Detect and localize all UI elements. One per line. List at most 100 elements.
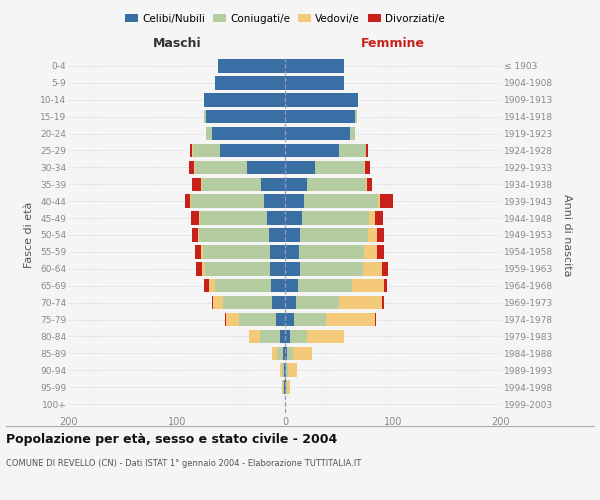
Bar bbox=[194, 160, 196, 174]
Bar bbox=[202, 178, 261, 191]
Bar bbox=[293, 346, 312, 360]
Bar bbox=[285, 178, 307, 191]
Bar bbox=[215, 76, 285, 90]
Bar bbox=[239, 313, 277, 326]
Bar bbox=[285, 228, 300, 242]
Bar bbox=[191, 194, 265, 208]
Bar bbox=[307, 178, 366, 191]
Bar bbox=[285, 262, 300, 276]
Bar bbox=[352, 279, 385, 292]
Bar bbox=[285, 245, 299, 258]
Bar bbox=[209, 279, 215, 292]
Text: Femmine: Femmine bbox=[361, 38, 425, 51]
Bar bbox=[282, 380, 283, 394]
Y-axis label: Fasce di età: Fasce di età bbox=[25, 202, 34, 268]
Bar bbox=[205, 262, 270, 276]
Text: Popolazione per età, sesso e stato civile - 2004: Popolazione per età, sesso e stato civil… bbox=[6, 432, 337, 446]
Bar bbox=[285, 127, 350, 140]
Bar bbox=[285, 330, 290, 343]
Bar bbox=[285, 110, 355, 124]
Bar bbox=[285, 313, 293, 326]
Bar bbox=[285, 346, 287, 360]
Bar bbox=[286, 380, 287, 394]
Bar bbox=[288, 364, 297, 377]
Bar bbox=[298, 279, 352, 292]
Bar bbox=[285, 364, 286, 377]
Bar bbox=[201, 178, 202, 191]
Bar bbox=[285, 76, 344, 90]
Bar bbox=[285, 160, 315, 174]
Bar bbox=[215, 279, 271, 292]
Bar bbox=[285, 194, 304, 208]
Bar bbox=[385, 279, 386, 292]
Bar bbox=[199, 228, 269, 242]
Bar bbox=[193, 144, 220, 157]
Bar bbox=[284, 380, 285, 394]
Bar bbox=[212, 127, 285, 140]
Bar bbox=[196, 262, 202, 276]
Bar bbox=[285, 212, 302, 225]
Bar bbox=[220, 144, 285, 157]
Bar bbox=[296, 296, 339, 310]
Bar bbox=[190, 194, 191, 208]
Bar bbox=[284, 364, 285, 377]
Bar bbox=[299, 245, 364, 258]
Bar bbox=[374, 212, 383, 225]
Bar bbox=[377, 228, 385, 242]
Bar bbox=[224, 313, 226, 326]
Bar bbox=[283, 380, 284, 394]
Bar bbox=[374, 313, 376, 326]
Bar bbox=[283, 346, 285, 360]
Bar bbox=[280, 330, 285, 343]
Bar bbox=[377, 245, 385, 258]
Bar bbox=[369, 212, 374, 225]
Bar bbox=[250, 330, 260, 343]
Bar bbox=[196, 160, 247, 174]
Bar bbox=[285, 296, 296, 310]
Bar bbox=[265, 194, 285, 208]
Bar bbox=[218, 59, 285, 72]
Bar bbox=[300, 228, 368, 242]
Bar bbox=[290, 330, 307, 343]
Bar bbox=[382, 296, 385, 310]
Bar bbox=[364, 245, 377, 258]
Bar bbox=[363, 262, 382, 276]
Bar bbox=[270, 262, 285, 276]
Bar bbox=[223, 296, 272, 310]
Bar bbox=[339, 144, 366, 157]
Bar bbox=[206, 110, 285, 124]
Bar bbox=[366, 178, 367, 191]
Bar bbox=[277, 346, 283, 360]
Bar bbox=[285, 59, 344, 72]
Bar bbox=[200, 212, 266, 225]
Bar bbox=[260, 330, 280, 343]
Bar bbox=[368, 228, 377, 242]
Bar bbox=[277, 313, 285, 326]
Bar bbox=[266, 212, 285, 225]
Bar bbox=[261, 178, 285, 191]
Bar bbox=[355, 110, 358, 124]
Bar bbox=[199, 212, 200, 225]
Bar bbox=[272, 346, 277, 360]
Bar bbox=[378, 194, 380, 208]
Bar bbox=[191, 212, 199, 225]
Bar bbox=[192, 178, 201, 191]
Bar bbox=[247, 160, 285, 174]
Bar bbox=[300, 262, 363, 276]
Bar bbox=[192, 228, 197, 242]
Bar bbox=[285, 380, 286, 394]
Bar bbox=[226, 313, 239, 326]
Bar bbox=[190, 144, 192, 157]
Bar bbox=[201, 245, 203, 258]
Bar bbox=[285, 144, 339, 157]
Bar bbox=[287, 380, 290, 394]
Bar bbox=[282, 364, 284, 377]
Bar bbox=[203, 245, 270, 258]
Bar bbox=[197, 228, 199, 242]
Bar bbox=[192, 144, 193, 157]
Bar bbox=[280, 364, 282, 377]
Bar bbox=[285, 93, 358, 106]
Bar bbox=[285, 279, 298, 292]
Bar bbox=[204, 279, 209, 292]
Bar bbox=[204, 110, 206, 124]
